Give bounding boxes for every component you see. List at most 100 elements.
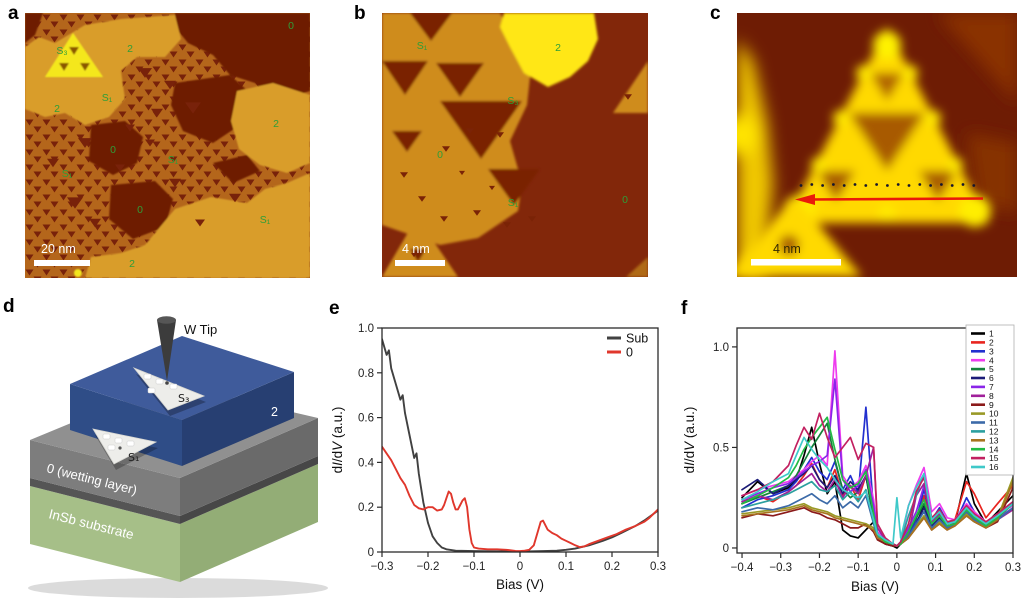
x-tick-label: −0.3 bbox=[371, 561, 394, 573]
dark-dot bbox=[440, 216, 448, 222]
interface-strip bbox=[180, 456, 318, 524]
stm-label: S₁ bbox=[102, 92, 113, 104]
legend-label-0: 0 bbox=[626, 346, 633, 360]
legend-label-4: 4 bbox=[989, 355, 994, 365]
x-tick-label: 0.1 bbox=[928, 562, 944, 574]
dark-hole bbox=[410, 249, 426, 262]
stm-label: 2 bbox=[273, 118, 279, 130]
profile-dot bbox=[799, 184, 803, 187]
corner-triangle bbox=[737, 195, 862, 277]
profile-dot bbox=[907, 184, 911, 187]
island-bump bbox=[107, 444, 116, 451]
legend-label-2: 2 bbox=[989, 337, 994, 347]
x-tick-label: −0.2 bbox=[808, 562, 831, 574]
scale-bar-label: 4 nm bbox=[402, 242, 430, 256]
y-tick-label: 1.0 bbox=[358, 323, 374, 335]
stm-label: 0 bbox=[622, 194, 628, 206]
panel-letter-d: d bbox=[3, 296, 15, 317]
spectrum-curve-16 bbox=[741, 436, 1013, 545]
shadow bbox=[28, 578, 328, 598]
spectrum-curve-15 bbox=[741, 412, 1013, 547]
dark-dot bbox=[489, 185, 495, 191]
x-tick-label: 0.2 bbox=[604, 561, 620, 573]
dark-hole bbox=[436, 63, 484, 97]
dark-triangle bbox=[145, 139, 155, 147]
stm-label: S₃ bbox=[507, 95, 518, 107]
layer2-top-face bbox=[70, 336, 294, 420]
dark-triangle bbox=[169, 178, 181, 188]
chart-f-didv-spectra-series: −0.4 −0.3 −0.2 −0.1 0 0.1 0.2 0.3 0 0.5 1.0 dI/dV (… bbox=[682, 324, 1021, 594]
profile-dot bbox=[853, 183, 857, 186]
dark-dot bbox=[400, 172, 408, 178]
island-bump bbox=[102, 433, 111, 440]
stm-label: S₁ bbox=[168, 154, 179, 166]
scale-bar-label: 20 nm bbox=[41, 242, 76, 256]
stm-label: 2 bbox=[127, 43, 133, 55]
legend-label-10: 10 bbox=[989, 409, 999, 419]
substrate-front-face bbox=[30, 486, 180, 582]
legend-label-12: 12 bbox=[989, 426, 999, 436]
legend-label-6: 6 bbox=[989, 373, 994, 383]
panel-letter-b: b bbox=[354, 3, 366, 24]
edge-node bbox=[833, 110, 849, 126]
dark-dot bbox=[496, 132, 504, 138]
y-tick-label: 0.5 bbox=[713, 442, 729, 454]
panel-d-schematic: W Tip S₃ S₁ 2 0 (wetting layer) InSb sub… bbox=[28, 316, 328, 598]
x-tick-label: 0 bbox=[894, 562, 900, 574]
island-bump bbox=[114, 437, 123, 444]
dark-dot bbox=[473, 210, 481, 216]
dark-triangle bbox=[125, 124, 135, 132]
profile-dot bbox=[961, 183, 965, 186]
scale-bar bbox=[751, 259, 841, 266]
profile-dot bbox=[832, 183, 835, 186]
legend-label-9: 9 bbox=[989, 400, 994, 410]
legend-label-1: 1 bbox=[989, 329, 994, 339]
panel-letter-a: a bbox=[8, 3, 19, 24]
wetting-layer-region bbox=[109, 181, 173, 239]
y-tick-label: 1.0 bbox=[713, 342, 729, 354]
y-axis-label: dI/dV (a.u.) bbox=[682, 407, 697, 474]
dark-triangle bbox=[164, 80, 176, 90]
dark-triangle bbox=[89, 218, 101, 228]
small-dark-dots bbox=[400, 94, 632, 258]
y-axis-label: dI/dV (a.u.) bbox=[330, 407, 345, 474]
layer2-region bbox=[231, 83, 310, 173]
legend-label-11: 11 bbox=[989, 418, 998, 428]
dark-triangle bbox=[151, 108, 163, 118]
dark-dot bbox=[624, 94, 632, 100]
s1-island bbox=[92, 428, 158, 470]
y-tick-label: 0.8 bbox=[358, 368, 374, 380]
profile-dot bbox=[842, 184, 846, 187]
apex-blob bbox=[873, 31, 901, 59]
layer2-island bbox=[500, 13, 598, 87]
layer2-side-face bbox=[182, 372, 294, 466]
x-tick-label: −0.1 bbox=[463, 561, 486, 573]
panel-a-stm-image: S₃ 2 0 2 S₁ 2 0 S₁ S₁ 0 S₁ 2 20 nm bbox=[25, 13, 310, 278]
profile-dot bbox=[864, 184, 868, 187]
dark-triangle bbox=[115, 164, 125, 172]
w-tip bbox=[157, 316, 176, 381]
s1-triangle bbox=[613, 61, 648, 113]
dark-hole bbox=[440, 101, 522, 159]
stm-label: 2 bbox=[129, 258, 135, 270]
dark-dot bbox=[442, 146, 450, 152]
panel-b-stm-image: S₁ 2 S₃ 0 S₁ 0 4 nm bbox=[382, 13, 648, 277]
layer2-label: 2 bbox=[271, 405, 278, 419]
island-bump bbox=[143, 373, 152, 380]
dark-hole bbox=[410, 13, 452, 41]
s1-label: S₁ bbox=[128, 451, 139, 464]
x-tick-label: 0.1 bbox=[558, 561, 574, 573]
y-tick-label: 0 bbox=[368, 547, 374, 559]
dark-triangle bbox=[78, 138, 92, 148]
panel-letter-c: c bbox=[710, 3, 721, 24]
stm-label: 0 bbox=[110, 144, 116, 156]
legend-label-16: 16 bbox=[989, 462, 999, 472]
spectroscopy-point-dots bbox=[799, 183, 976, 187]
x-tick-label: 0.3 bbox=[1005, 562, 1021, 574]
dark-hole bbox=[392, 131, 422, 152]
x-tick-label: −0.3 bbox=[769, 562, 792, 574]
panel-letter-f: f bbox=[681, 298, 688, 319]
dark-triangle bbox=[185, 102, 201, 114]
